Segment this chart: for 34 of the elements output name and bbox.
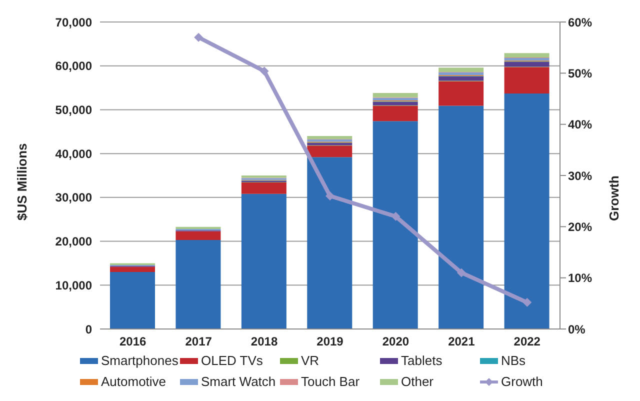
- legend-label: Automotive: [101, 374, 166, 389]
- y-tick-label: 0: [85, 322, 92, 336]
- legend-label: NBs: [501, 353, 526, 368]
- x-tick-label: 2019: [316, 334, 344, 349]
- legend-label: Tablets: [401, 353, 442, 368]
- y2-tick-label: 10%: [568, 271, 592, 286]
- x-tick-label: 2016: [120, 334, 147, 349]
- y2-tick-label: 20%: [568, 220, 592, 234]
- y-axis-title: $US Millions: [14, 143, 30, 220]
- x-tick-label: 2022: [514, 334, 541, 349]
- y-tick-label: 70,000: [55, 15, 92, 30]
- y2-tick-label: 60%: [568, 15, 592, 30]
- x-tick-label: 2017: [185, 334, 212, 349]
- legend-label: Other: [401, 374, 434, 389]
- y2-tick-label: 50%: [568, 66, 592, 80]
- y-tick-label: 40,000: [55, 146, 92, 161]
- legend-label: Smart Watch: [201, 374, 276, 389]
- x-tick-label: 2018: [250, 334, 278, 349]
- x-tick-label: 2020: [382, 334, 410, 349]
- legend-label: OLED TVs: [201, 353, 263, 368]
- y-tick-label: 60,000: [55, 59, 92, 74]
- legend-label: Touch Bar: [301, 374, 360, 389]
- legend-label: Smartphones: [101, 353, 178, 368]
- y-tick-label: 50,000: [55, 102, 92, 117]
- y-tick-label: 30,000: [55, 190, 92, 205]
- y-tick-label: 20,000: [55, 234, 92, 249]
- y-tick-label: 10,000: [55, 278, 92, 292]
- x-tick-label: 2021: [448, 334, 476, 349]
- legend-label: Growth: [501, 374, 543, 389]
- y2-tick-label: 40%: [568, 118, 592, 132]
- y2-tick-label: 0%: [568, 322, 586, 336]
- y2-tick-label: 30%: [568, 168, 592, 183]
- legend-label: VR: [301, 353, 320, 368]
- y2-axis-title: Growth: [606, 175, 622, 221]
